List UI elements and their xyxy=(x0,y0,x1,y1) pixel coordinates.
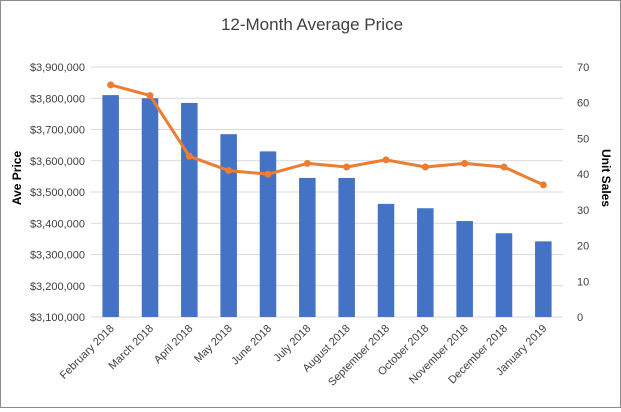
left-tick-label: $3,900,000 xyxy=(30,62,85,74)
bar xyxy=(417,208,434,317)
bar-series xyxy=(102,95,552,317)
bar xyxy=(338,177,355,317)
x-tick-label: July 2018 xyxy=(272,323,314,365)
left-tick-label: $3,800,000 xyxy=(30,93,85,105)
line-point xyxy=(539,181,547,189)
line-point xyxy=(421,163,429,171)
right-axis-title: Unit Sales xyxy=(599,149,613,207)
x-tick-label: April 2018 xyxy=(152,323,196,367)
line-point xyxy=(343,163,351,171)
right-tick-label: 20 xyxy=(577,241,589,253)
right-tick-label: 40 xyxy=(577,169,589,181)
bar xyxy=(102,95,119,317)
right-tick-label: 60 xyxy=(577,98,589,110)
left-tick-label: $3,600,000 xyxy=(30,156,85,168)
right-tick-label: 30 xyxy=(577,205,589,217)
left-tick-label: $3,400,000 xyxy=(30,218,85,230)
left-axis-title: Ave Price xyxy=(10,151,24,206)
line-point xyxy=(500,163,508,171)
line-point xyxy=(461,159,469,167)
left-axis-ticks: $3,100,000 $3,200,000 $3,300,000 $3,400,000… xyxy=(30,62,85,324)
line-point xyxy=(107,81,115,89)
line-point xyxy=(225,167,233,175)
line-point xyxy=(185,152,193,160)
bar xyxy=(495,233,513,317)
line-point xyxy=(264,170,272,178)
line-point xyxy=(146,92,154,100)
right-tick-label: 50 xyxy=(577,133,589,145)
x-tick-label: June 2018 xyxy=(229,323,274,368)
left-tick-label: $3,300,000 xyxy=(30,250,85,262)
right-tick-label: 10 xyxy=(577,276,589,288)
bar xyxy=(456,221,473,317)
gridlines xyxy=(91,66,563,318)
left-tick-label: $3,700,000 xyxy=(30,125,85,137)
bar xyxy=(259,151,277,317)
series-line xyxy=(110,83,544,187)
left-tick-label: $3,100,000 xyxy=(30,312,85,324)
bar xyxy=(220,134,237,317)
x-tick-label: February 2018 xyxy=(58,323,117,382)
left-tick-label: $3,200,000 xyxy=(30,281,85,293)
right-tick-label: 70 xyxy=(577,62,589,74)
bar xyxy=(299,177,316,317)
bar xyxy=(141,98,159,317)
bar xyxy=(181,102,198,317)
right-tick-label: 0 xyxy=(577,312,583,324)
line-series xyxy=(107,81,547,189)
bar xyxy=(535,241,552,317)
line-point xyxy=(382,156,390,164)
chart-title: 12-Month Average Price xyxy=(221,15,403,34)
right-axis-ticks: 0 10 20 30 40 50 60 70 xyxy=(577,62,589,324)
line-point xyxy=(303,159,311,167)
left-tick-label: $3,500,000 xyxy=(30,187,85,199)
bar xyxy=(377,203,395,317)
